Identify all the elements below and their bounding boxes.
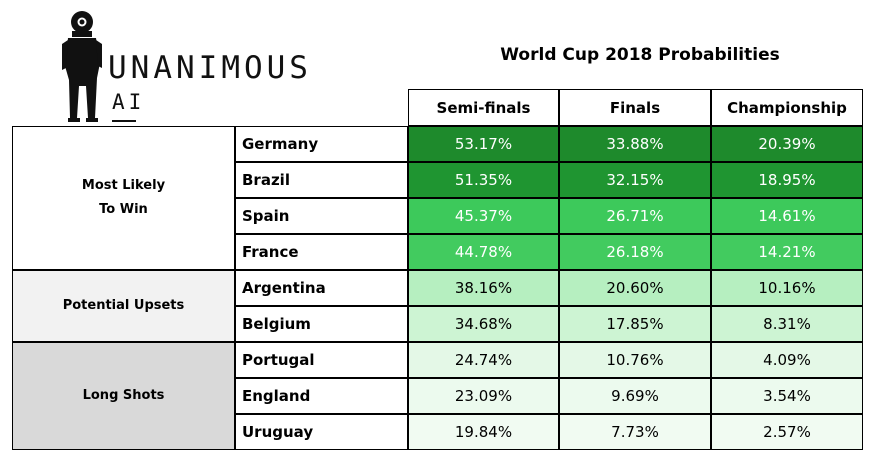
probability-cell: 44.78% [408,234,559,270]
probability-cell: 8.31% [711,306,863,342]
probability-cell: 17.85% [559,306,711,342]
probability-cell: 2.57% [711,414,863,450]
column-header: Finals [559,89,711,126]
probability-cell: 32.15% [559,162,711,198]
team-name: Germany [235,126,408,162]
team-name: England [235,378,408,414]
team-name: Portugal [235,342,408,378]
probability-cell: 26.18% [559,234,711,270]
team-name: France [235,234,408,270]
probability-cell: 38.16% [408,270,559,306]
probability-cell: 23.09% [408,378,559,414]
team-name: Brazil [235,162,408,198]
column-header: Semi-finals [408,89,559,126]
column-header: Championship [711,89,863,126]
chart-title: World Cup 2018 Probabilities [500,45,780,65]
probability-cell: 34.68% [408,306,559,342]
probability-cell: 14.21% [711,234,863,270]
probability-cell: 20.39% [711,126,863,162]
probability-cell: 18.95% [711,162,863,198]
probability-cell: 7.73% [559,414,711,450]
team-name: Uruguay [235,414,408,450]
probability-cell: 3.54% [711,378,863,414]
group-label: Most Likely To Win [12,126,235,270]
probability-cell: 20.60% [559,270,711,306]
probability-cell: 10.76% [559,342,711,378]
probability-cell: 45.37% [408,198,559,234]
probability-cell: 9.69% [559,378,711,414]
team-name: Belgium [235,306,408,342]
probability-cell: 24.74% [408,342,559,378]
probability-cell: 14.61% [711,198,863,234]
diver-logo-icon [62,11,102,122]
brand-subtitle: AI [112,90,146,114]
probability-cell: 4.09% [711,342,863,378]
brand-underline [112,120,136,122]
probability-cell: 33.88% [559,126,711,162]
brand-name: UNANIMOUS [108,50,312,86]
probability-cell: 51.35% [408,162,559,198]
probability-cell: 26.71% [559,198,711,234]
group-label: Potential Upsets [12,270,235,342]
team-name: Argentina [235,270,408,306]
team-name: Spain [235,198,408,234]
probability-cell: 19.84% [408,414,559,450]
probability-cell: 53.17% [408,126,559,162]
group-label: Long Shots [12,342,235,450]
probability-cell: 10.16% [711,270,863,306]
